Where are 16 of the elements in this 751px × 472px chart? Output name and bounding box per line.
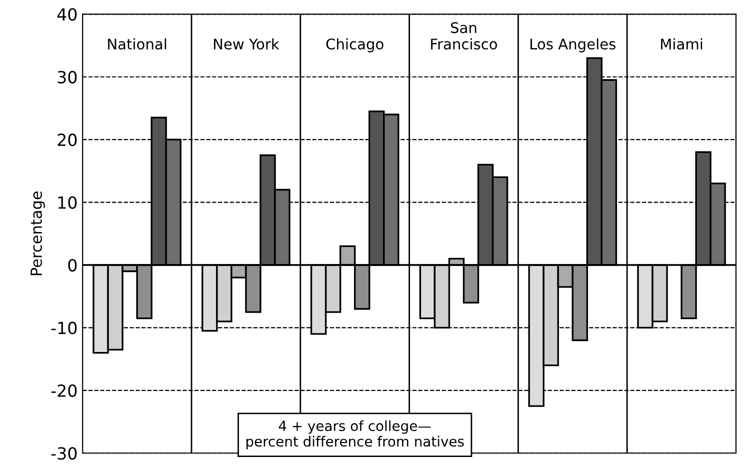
y-tick-label: 40 [57, 8, 77, 21]
y-tick-label: -30 [51, 447, 77, 460]
x-tick-label: San Francisco [431, 22, 498, 50]
y-tick-label: -20 [51, 384, 77, 397]
y-tick-label: 30 [58, 70, 77, 84]
y-axis-title: Percentage [30, 191, 45, 276]
annotation: 4 + years of college— percent difference from natives [246, 420, 464, 450]
y-tick-label: 20 [58, 134, 77, 146]
y-tick-label: -10 [51, 322, 77, 334]
y-tick-label: 10 [58, 196, 77, 209]
x-tick-label: New York [214, 38, 280, 50]
x-tick-label: Los Angeles [530, 38, 616, 52]
x-tick-label: National [108, 38, 166, 50]
x-tick-label: Chicago [326, 38, 384, 52]
y-tick-label: 0 [68, 258, 77, 272]
x-tick-label: Miami [661, 38, 702, 50]
